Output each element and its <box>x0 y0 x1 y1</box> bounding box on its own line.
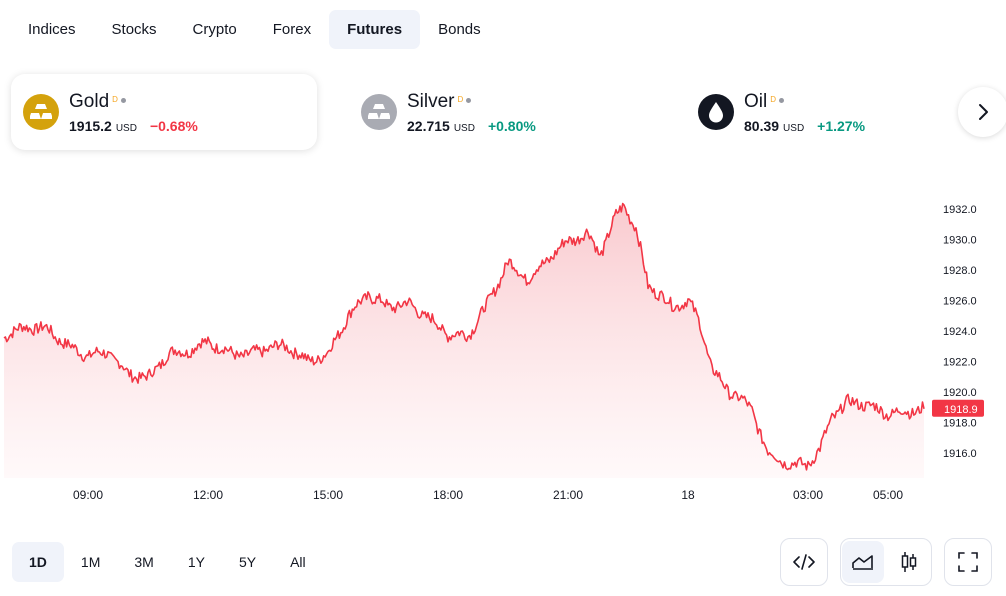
x-tick-label: 12:00 <box>193 488 223 502</box>
status-dot <box>466 97 472 103</box>
x-tick-label: 15:00 <box>313 488 343 502</box>
ticker-info: Gold D 1915.2 USD −0.68% <box>69 91 198 134</box>
y-tick-label: 1928.0 <box>943 265 977 277</box>
area-chart-icon <box>852 555 873 570</box>
tab-crypto[interactable]: Crypto <box>192 21 237 38</box>
range-all[interactable]: All <box>290 554 306 570</box>
ticker-price: 22.715 <box>407 117 450 134</box>
x-tick-label: 09:00 <box>73 488 103 502</box>
tab-futures[interactable]: Futures <box>329 10 421 49</box>
ticker-card-oil[interactable]: Oil D 80.39 USD +1.27% <box>686 74 946 150</box>
tab-indices[interactable]: Indices <box>28 21 76 38</box>
ticker-currency: USD <box>115 122 137 134</box>
candlestick-icon <box>901 552 917 572</box>
y-tick-label: 1922.0 <box>943 357 977 369</box>
chevron-right-icon <box>979 104 988 120</box>
ticker-name: Silver <box>407 90 455 112</box>
ticker-flag: D <box>457 94 464 104</box>
price-chart: 1932.0 1930.0 1928.0 1926.0 1924.0 1922.0 1920… <box>3 202 984 502</box>
status-dot <box>779 97 785 103</box>
y-tick-label: 1916.0 <box>943 448 977 460</box>
tab-stocks[interactable]: Stocks <box>111 21 157 38</box>
x-tick-label: 21:00 <box>553 488 583 502</box>
ticker-price: 80.39 <box>744 117 780 134</box>
candle-chart-button[interactable] <box>888 541 930 583</box>
last-price-label: 1918.9 <box>944 404 978 416</box>
ticker-change: −0.68% <box>149 117 198 134</box>
range-5y[interactable]: 5Y <box>238 554 257 570</box>
ticker-price: 1915.2 <box>69 117 112 134</box>
x-tick-label: 03:00 <box>793 488 823 502</box>
range-3m[interactable]: 3M <box>134 554 154 570</box>
series-line <box>3 202 925 471</box>
y-tick-label: 1920.0 <box>943 387 977 399</box>
y-tick-label: 1924.0 <box>943 326 977 338</box>
silver-bars-icon <box>361 94 397 130</box>
next-tickers-button[interactable] <box>958 87 1006 137</box>
x-tick-label: 05:00 <box>873 488 903 502</box>
x-tick-label: 18 <box>681 488 695 502</box>
ticker-name: Gold <box>69 90 110 112</box>
ticker-change: +0.80% <box>487 117 536 134</box>
ticker-card-silver[interactable]: Silver D 22.715 USD +0.80% <box>349 74 649 150</box>
status-dot <box>120 97 126 103</box>
range-1y[interactable]: 1Y <box>187 554 205 570</box>
ticker-card-gold[interactable]: Gold D 1915.2 USD −0.68% <box>11 74 317 150</box>
x-tick-label: 18:00 <box>433 488 463 502</box>
tab-forex[interactable]: Forex <box>272 21 312 38</box>
fullscreen-icon <box>958 552 978 572</box>
ticker-info: Silver D 22.715 USD +0.80% <box>407 91 536 134</box>
ticker-flag: D <box>112 94 118 104</box>
market-tabs: Indices Stocks Crypto Forex Futures Bonds <box>10 10 499 49</box>
code-icon <box>793 554 815 570</box>
ticker-change: +1.27% <box>817 117 866 134</box>
gold-bars-icon <box>23 94 59 130</box>
ticker-currency: USD <box>453 122 475 134</box>
embed-button[interactable] <box>780 538 828 586</box>
range-selector: 1D 1M 3M 1Y 5Y All <box>12 542 323 582</box>
range-1m[interactable]: 1M <box>80 554 101 570</box>
y-tick-label: 1930.0 <box>943 235 977 247</box>
tab-bonds[interactable]: Bonds <box>438 21 481 38</box>
fullscreen-button[interactable] <box>944 538 992 586</box>
y-tick-label: 1926.0 <box>943 296 977 308</box>
ticker-name: Oil <box>744 90 768 112</box>
range-1d[interactable]: 1D <box>12 542 64 582</box>
ticker-currency: USD <box>783 122 805 134</box>
oil-drop-icon <box>698 94 734 130</box>
area-chart-button[interactable] <box>842 541 884 583</box>
y-tick-label: 1932.0 <box>943 204 977 216</box>
area-fill <box>4 203 924 478</box>
last-price-badge <box>932 399 984 417</box>
y-tick-label: 1918.0 <box>943 418 977 430</box>
ticker-flag: D <box>770 94 777 104</box>
chart-style-group <box>840 538 932 586</box>
ticker-info: Oil D 80.39 USD +1.27% <box>744 91 865 134</box>
